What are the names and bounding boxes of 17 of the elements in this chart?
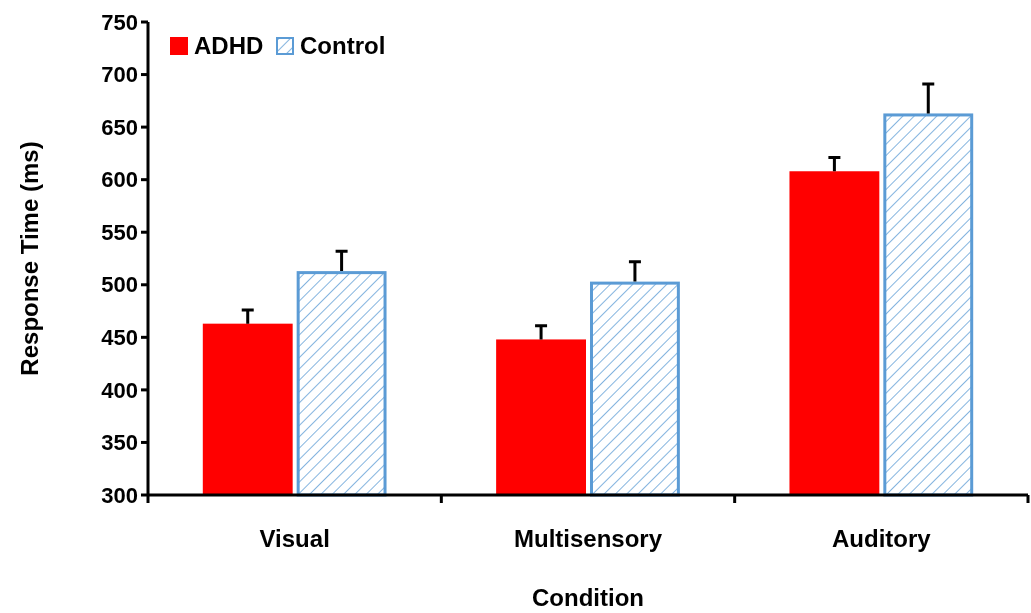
x-axis-title: Condition (532, 584, 644, 611)
x-tick-label: Multisensory (513, 525, 663, 552)
y-tick-label: 300 (101, 482, 138, 508)
y-tick-label: 650 (101, 114, 138, 140)
legend-label: ADHD (194, 32, 264, 60)
y-tick-label: 350 (101, 430, 138, 456)
y-tick-label: 600 (101, 167, 138, 193)
y-axis-title: Response Time (ms) (16, 141, 43, 376)
x-tick-label: Visual (259, 525, 330, 552)
y-tick-label: 500 (101, 272, 138, 298)
x-tick-label: Auditory (832, 525, 932, 552)
legend-label: Control (300, 32, 386, 60)
y-tick-label: 400 (101, 377, 138, 403)
y-tick-label: 700 (101, 62, 138, 88)
y-tick-label: 750 (101, 9, 138, 35)
y-tick-label: 450 (101, 325, 138, 351)
y-tick-label: 550 (101, 219, 138, 245)
